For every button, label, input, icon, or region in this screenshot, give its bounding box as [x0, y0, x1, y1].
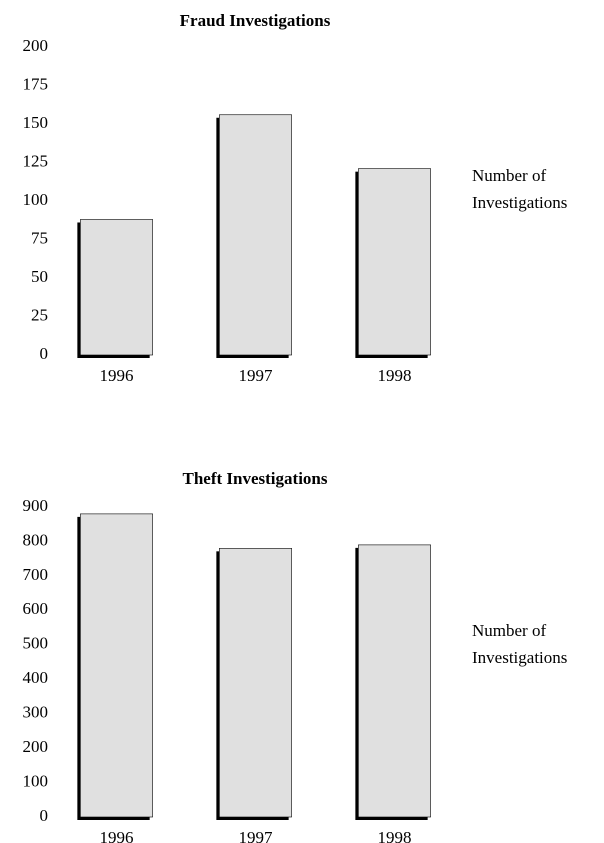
y-tick-label: 175: [23, 74, 49, 93]
y-tick-label: 100: [23, 190, 49, 209]
y-tick-label: 900: [23, 496, 49, 515]
y-tick-label: 0: [40, 806, 49, 825]
legend-label: Number of Investigations: [472, 166, 567, 212]
x-tick-label: 1997: [239, 366, 274, 385]
bar: [358, 168, 431, 356]
x-tick-label: 1998: [378, 828, 412, 843]
x-tick-label: 1996: [100, 828, 134, 843]
y-tick-label: 800: [23, 530, 49, 549]
y-tick-label: 125: [23, 151, 49, 170]
y-tick-label: 600: [23, 599, 49, 618]
legend-label: Number of Investigations: [472, 621, 567, 667]
bar: [219, 548, 292, 818]
x-tick-label: 1997: [239, 828, 274, 843]
y-tick-label: 0: [40, 344, 49, 363]
chart-title: Theft Investigations: [183, 469, 328, 488]
y-tick-label: 25: [31, 305, 48, 324]
bar: [358, 544, 431, 818]
y-tick-label: 75: [31, 228, 48, 247]
y-tick-label: 150: [23, 113, 49, 132]
y-tick-label: 50: [31, 267, 48, 286]
bar: [80, 219, 153, 356]
x-tick-label: 1998: [378, 366, 412, 385]
bar: [219, 114, 292, 356]
y-tick-label: 300: [23, 703, 49, 722]
y-tick-label: 200: [23, 737, 49, 756]
y-tick-label: 500: [23, 634, 49, 653]
x-tick-label: 1996: [100, 366, 134, 385]
y-tick-label: 100: [23, 771, 49, 790]
y-tick-label: 700: [23, 565, 49, 584]
chart-title: Fraud Investigations: [180, 11, 331, 30]
y-tick-label: 200: [23, 36, 49, 55]
y-tick-label: 400: [23, 668, 49, 687]
bar: [80, 513, 153, 818]
